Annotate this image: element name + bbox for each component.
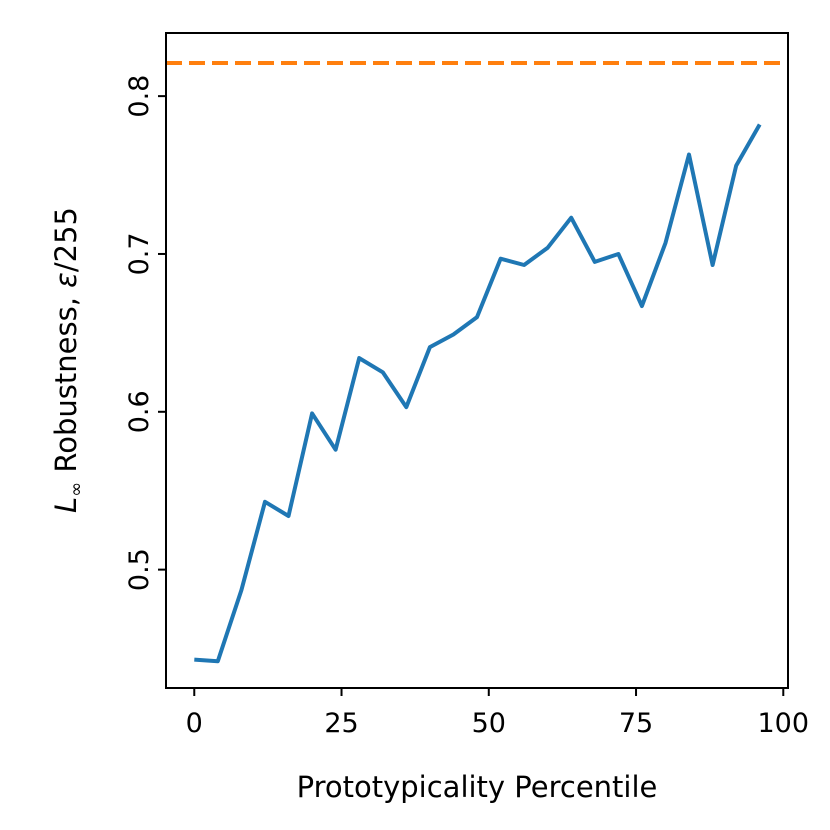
y-axis-label-main: L (49, 497, 83, 513)
y-axis-ticks: 0.5 0.6 0.7 0.8 (124, 75, 166, 591)
axes-frame (165, 32, 789, 689)
y-tick-label: 0.7 (124, 232, 155, 275)
x-tick-label: 50 (472, 708, 506, 739)
y-axis-label-unit: /255 (49, 207, 83, 272)
x-tick-label: 100 (758, 708, 810, 739)
x-tick-label: 75 (619, 708, 653, 739)
y-axis-label-subscript: ∞ (66, 482, 87, 497)
y-tick-label: 0.5 (124, 548, 155, 591)
y-tick-label: 0.8 (124, 75, 155, 118)
y-axis-label: L∞ Robustness, ε/255 (49, 207, 87, 513)
x-axis-ticks: 0 25 50 75 100 (186, 688, 809, 739)
x-tick-label: 25 (324, 708, 358, 739)
y-axis-label-text: Robustness, (49, 288, 83, 482)
series-lines (194, 123, 762, 664)
y-tick-label: 0.6 (124, 390, 155, 433)
series-line-0 (194, 123, 762, 664)
x-tick-label: 0 (186, 708, 203, 739)
y-axis-label-epsilon: ε (49, 272, 83, 288)
x-axis-label: Prototypicality Percentile (297, 770, 658, 804)
